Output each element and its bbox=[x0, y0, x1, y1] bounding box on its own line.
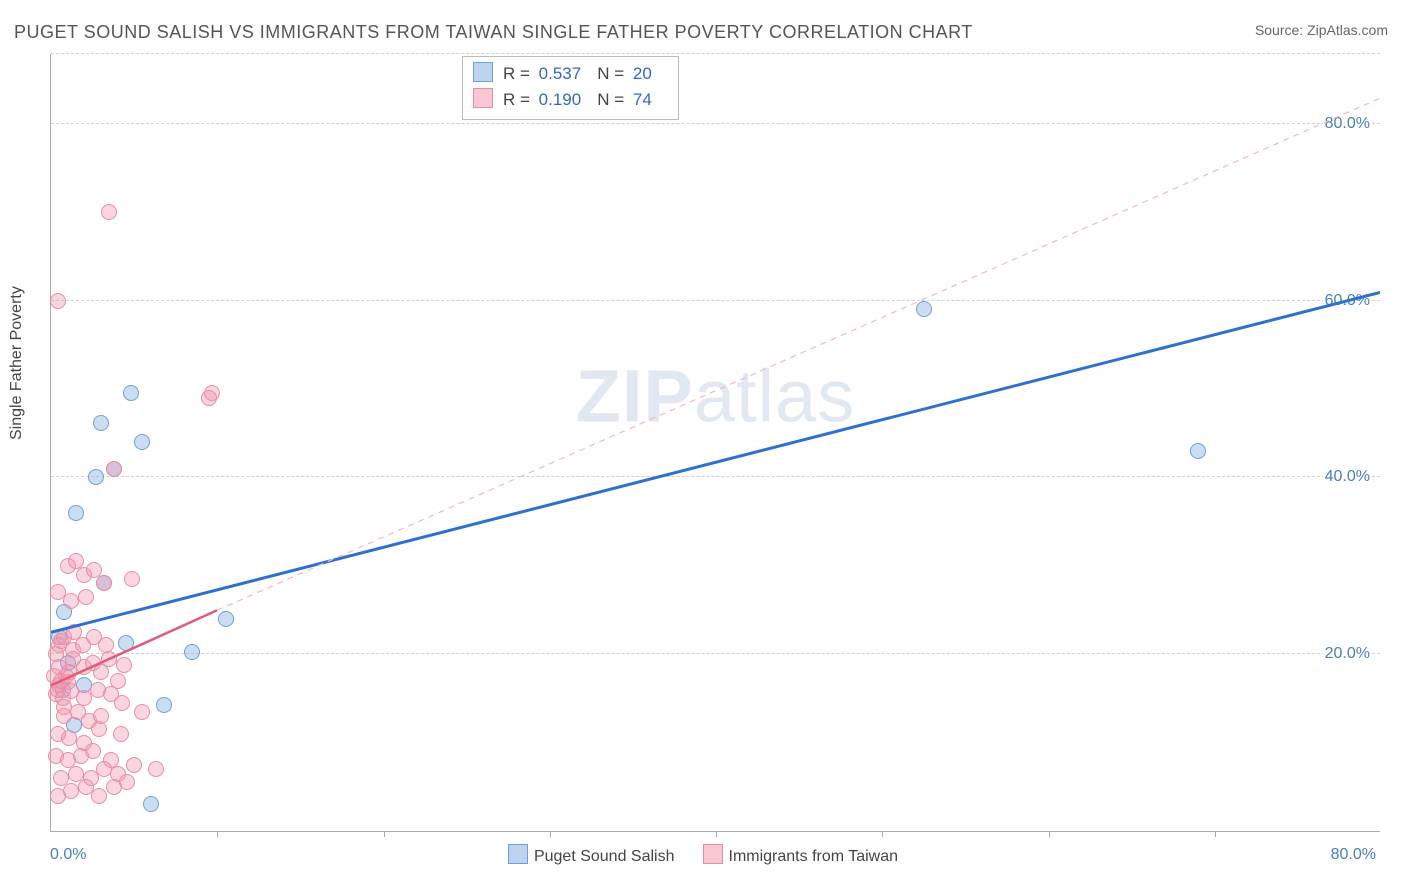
data-point bbox=[114, 695, 130, 711]
data-point bbox=[50, 293, 66, 309]
x-tick bbox=[716, 831, 717, 837]
legend-item: Puget Sound Salish bbox=[508, 844, 675, 866]
data-point bbox=[63, 783, 79, 799]
legend-swatch bbox=[703, 844, 723, 864]
data-point bbox=[119, 774, 135, 790]
stats-row: R = 0.537N = 20 bbox=[473, 61, 668, 87]
data-point bbox=[68, 505, 84, 521]
data-point bbox=[61, 730, 77, 746]
y-axis-label: Single Father Poverty bbox=[8, 286, 26, 440]
x-tick bbox=[217, 831, 218, 837]
data-point bbox=[96, 575, 112, 591]
data-point bbox=[93, 415, 109, 431]
series-legend: Puget Sound Salish Immigrants from Taiwan bbox=[0, 844, 1406, 866]
legend-swatch bbox=[473, 62, 493, 82]
data-point bbox=[143, 796, 159, 812]
legend-label: Immigrants from Taiwan bbox=[729, 848, 899, 865]
legend-label: Puget Sound Salish bbox=[534, 848, 675, 865]
data-point bbox=[1190, 443, 1206, 459]
data-point bbox=[101, 204, 117, 220]
gridline bbox=[51, 476, 1380, 477]
gridline bbox=[51, 123, 1380, 124]
data-point bbox=[48, 646, 64, 662]
y-tick-label: 40.0% bbox=[1323, 468, 1372, 486]
data-point bbox=[124, 571, 140, 587]
chart-title: PUGET SOUND SALISH VS IMMIGRANTS FROM TA… bbox=[14, 22, 973, 43]
y-tick-label: 60.0% bbox=[1323, 292, 1372, 310]
data-point bbox=[916, 301, 932, 317]
stats-legend: R = 0.537N = 20R = 0.190N = 74 bbox=[462, 56, 679, 120]
gridline bbox=[51, 653, 1380, 654]
gridline bbox=[51, 53, 1380, 54]
data-point bbox=[91, 788, 107, 804]
data-point bbox=[156, 697, 172, 713]
data-point bbox=[101, 651, 117, 667]
data-point bbox=[78, 589, 94, 605]
source-credit: Source: ZipAtlas.com bbox=[1255, 22, 1388, 38]
data-point bbox=[85, 743, 101, 759]
data-point bbox=[148, 761, 164, 777]
data-point bbox=[123, 385, 139, 401]
data-point bbox=[113, 726, 129, 742]
x-tick bbox=[1049, 831, 1050, 837]
scatter-plot: ZIPatlas 20.0% 40.0% 60.0% 80.0% bbox=[50, 54, 1380, 832]
data-point bbox=[106, 461, 122, 477]
x-tick bbox=[882, 831, 883, 837]
data-point bbox=[116, 657, 132, 673]
x-tick bbox=[384, 831, 385, 837]
data-point bbox=[184, 644, 200, 660]
data-point bbox=[46, 668, 62, 684]
x-tick bbox=[550, 831, 551, 837]
data-point bbox=[134, 704, 150, 720]
data-point bbox=[134, 434, 150, 450]
data-point bbox=[218, 611, 234, 627]
stats-row: R = 0.190N = 74 bbox=[473, 87, 668, 113]
data-point bbox=[93, 708, 109, 724]
legend-swatch bbox=[508, 844, 528, 864]
data-point bbox=[63, 593, 79, 609]
watermark: ZIPatlas bbox=[576, 353, 855, 438]
data-point bbox=[88, 469, 104, 485]
data-point bbox=[126, 757, 142, 773]
data-point bbox=[204, 385, 220, 401]
y-tick-label: 80.0% bbox=[1323, 115, 1372, 133]
y-tick-label: 20.0% bbox=[1323, 645, 1372, 663]
data-point bbox=[65, 651, 81, 667]
data-point bbox=[118, 635, 134, 651]
legend-swatch bbox=[473, 88, 493, 108]
regression-lines bbox=[51, 54, 1380, 831]
gridline bbox=[51, 300, 1380, 301]
x-tick bbox=[1215, 831, 1216, 837]
legend-item: Immigrants from Taiwan bbox=[703, 844, 899, 866]
